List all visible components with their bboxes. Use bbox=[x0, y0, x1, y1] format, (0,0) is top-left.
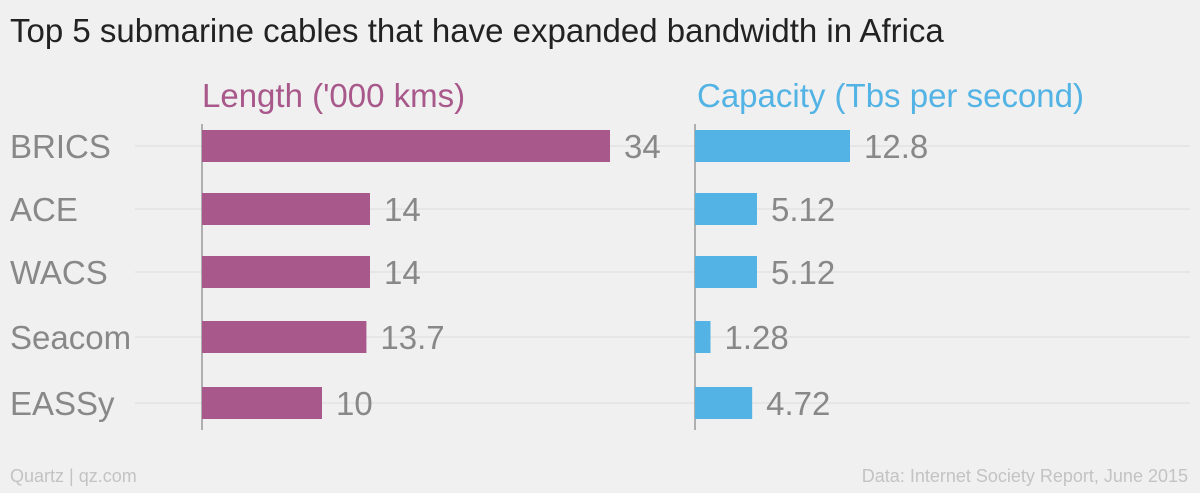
series-header-capacity: Capacity (Tbs per second) bbox=[697, 77, 1084, 114]
length-value-label: 13.7 bbox=[380, 319, 444, 356]
length-bar bbox=[202, 321, 367, 353]
category-label: WACS bbox=[10, 254, 108, 291]
category-label: Seacom bbox=[10, 319, 131, 356]
capacity-bar bbox=[695, 321, 711, 353]
capacity-value-label: 5.12 bbox=[771, 254, 835, 291]
length-bar bbox=[202, 387, 322, 419]
length-value-label: 14 bbox=[384, 191, 421, 228]
capacity-value-label: 12.8 bbox=[864, 128, 928, 165]
length-value-label: 14 bbox=[384, 254, 421, 291]
length-value-label: 10 bbox=[336, 385, 373, 422]
capacity-value-label: 4.72 bbox=[766, 385, 830, 422]
length-value-label: 34 bbox=[624, 128, 661, 165]
capacity-bar bbox=[695, 387, 753, 419]
capacity-value-label: 1.28 bbox=[725, 319, 789, 356]
footer-credit: Quartz | qz.com bbox=[10, 466, 137, 486]
capacity-bar bbox=[695, 130, 850, 162]
length-bar bbox=[202, 130, 610, 162]
series-header-length: Length ('000 kms) bbox=[202, 77, 465, 114]
category-label: BRICS bbox=[10, 128, 111, 165]
category-label: ACE bbox=[10, 191, 78, 228]
length-bar bbox=[202, 193, 370, 225]
category-label: EASSy bbox=[10, 385, 115, 422]
footer-source: Data: Internet Society Report, June 2015 bbox=[861, 466, 1188, 486]
capacity-value-label: 5.12 bbox=[771, 191, 835, 228]
chart-title: Top 5 submarine cables that have expande… bbox=[10, 12, 944, 49]
capacity-bar bbox=[695, 193, 757, 225]
length-bar bbox=[202, 256, 370, 288]
capacity-bar bbox=[695, 256, 757, 288]
